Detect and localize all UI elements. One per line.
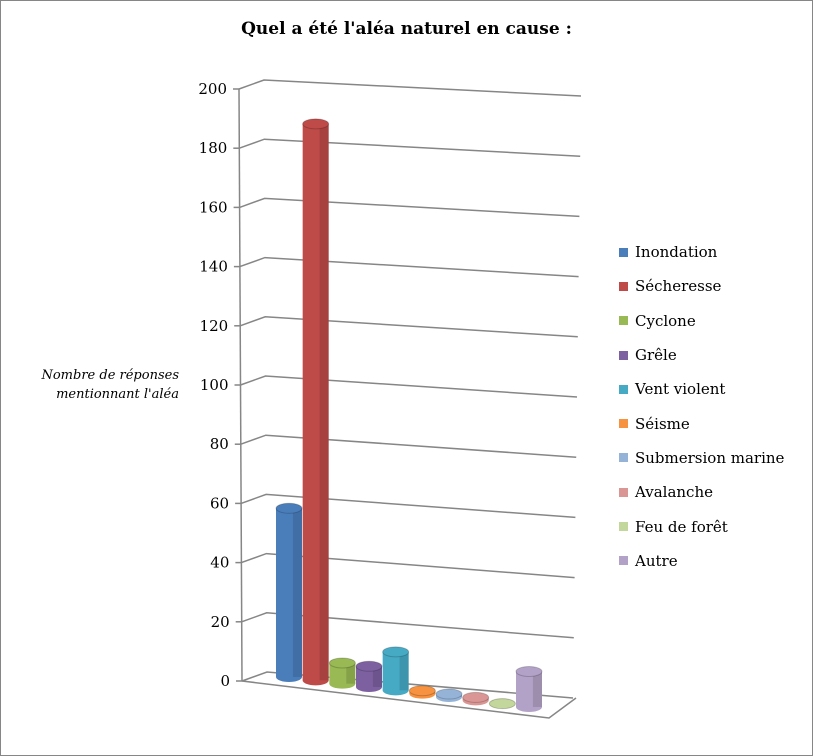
y-tick-label: 120 bbox=[200, 317, 229, 335]
legend-item: Sécheresse bbox=[619, 269, 784, 303]
bar-sécheresse bbox=[302, 118, 330, 686]
bar-shade bbox=[346, 662, 356, 684]
legend-label: Séisme bbox=[635, 414, 690, 433]
legend-swatch bbox=[619, 522, 628, 532]
bar-grêle bbox=[355, 660, 383, 692]
gridline bbox=[239, 316, 578, 338]
gridline bbox=[239, 197, 580, 218]
legend-swatch bbox=[619, 384, 628, 394]
y-tick-label: 180 bbox=[199, 139, 228, 157]
legend-label: Autre bbox=[635, 551, 678, 570]
bar-top bbox=[382, 646, 410, 658]
gridline bbox=[241, 612, 574, 639]
y-tick-label: 20 bbox=[211, 613, 230, 631]
gridline bbox=[239, 138, 581, 157]
gridline bbox=[240, 434, 577, 458]
legend-label: Grêle bbox=[635, 346, 677, 365]
gridline bbox=[241, 552, 575, 579]
legend-label: Submersion marine bbox=[635, 448, 785, 467]
bar-top bbox=[462, 691, 490, 703]
y-tick-label: 140 bbox=[199, 258, 228, 276]
legend-swatch bbox=[619, 247, 628, 257]
bar-body bbox=[276, 508, 302, 677]
gridline bbox=[238, 79, 582, 97]
gridline bbox=[240, 375, 578, 398]
legend-label: Cyclone bbox=[635, 311, 696, 330]
bar-top bbox=[275, 502, 303, 514]
y-tick-label: 80 bbox=[210, 435, 229, 453]
bar-top bbox=[355, 660, 383, 672]
legend-item: Vent violent bbox=[619, 372, 784, 406]
legend-swatch bbox=[619, 487, 628, 497]
legend-label: Sécheresse bbox=[635, 277, 722, 296]
y-tick-label: 0 bbox=[220, 672, 230, 690]
bar-vent-violent bbox=[382, 646, 410, 696]
legend-item: Inondation bbox=[619, 235, 784, 269]
chart-title: Quel a été l'aléa naturel en cause : bbox=[241, 19, 572, 39]
legend-swatch bbox=[619, 453, 628, 463]
bar-body bbox=[302, 123, 329, 681]
legend: Inondation Sécheresse Cyclone Grêle Vent vio… bbox=[619, 235, 784, 578]
legend-item: Grêle bbox=[619, 338, 784, 372]
legend-item: Cyclone bbox=[619, 304, 784, 338]
legend-item: Feu de forêt bbox=[619, 509, 784, 543]
legend-item: Séisme bbox=[619, 406, 784, 440]
bar-top bbox=[435, 688, 463, 700]
bar-body bbox=[516, 671, 542, 707]
bar-shade bbox=[292, 508, 302, 677]
bar-top bbox=[328, 657, 356, 669]
y-tick-label: 160 bbox=[199, 198, 228, 216]
legend-swatch bbox=[619, 316, 628, 326]
bar-séisme bbox=[408, 685, 436, 699]
bar-autre bbox=[515, 665, 543, 712]
bar-body bbox=[329, 662, 356, 684]
bar-top bbox=[302, 118, 330, 130]
bar-shade bbox=[372, 666, 382, 687]
legend-label: Avalanche bbox=[635, 483, 713, 502]
floor-edge bbox=[241, 680, 577, 719]
legend-label: Inondation bbox=[635, 243, 718, 262]
gridline bbox=[239, 256, 579, 278]
bar-shade bbox=[532, 671, 542, 707]
bar-submersion-marine bbox=[435, 688, 463, 702]
legend-swatch bbox=[619, 419, 628, 429]
bar-cyclone bbox=[328, 657, 356, 689]
legend-item: Autre bbox=[619, 544, 784, 578]
y-tick-label: 60 bbox=[210, 494, 229, 512]
legend-swatch bbox=[619, 281, 628, 291]
gridline bbox=[241, 671, 574, 699]
bar-top bbox=[408, 685, 436, 697]
legend-label: Feu de forêt bbox=[635, 517, 728, 536]
bar-top bbox=[488, 698, 516, 710]
legend-label: Vent violent bbox=[635, 380, 726, 399]
bar-inondation bbox=[275, 502, 303, 682]
bar-body bbox=[356, 666, 382, 687]
gridline bbox=[240, 493, 576, 519]
y-tick-label: 40 bbox=[210, 554, 229, 572]
bar-feu-de-forêt bbox=[488, 698, 516, 710]
legend-item: Avalanche bbox=[619, 475, 784, 509]
bar-body bbox=[382, 651, 409, 691]
legend-item: Submersion marine bbox=[619, 441, 784, 475]
legend-swatch bbox=[619, 556, 628, 566]
bar-top bbox=[515, 665, 543, 677]
legend-swatch bbox=[619, 350, 628, 360]
bar-avalanche bbox=[462, 691, 490, 706]
y-axis-label: Nombre de réponses mentionnant l'aléa bbox=[41, 368, 179, 402]
bar-shade bbox=[399, 651, 409, 691]
y-tick-label: 200 bbox=[198, 80, 227, 98]
y-tick-label: 100 bbox=[200, 376, 229, 394]
bar-shade bbox=[319, 123, 329, 681]
